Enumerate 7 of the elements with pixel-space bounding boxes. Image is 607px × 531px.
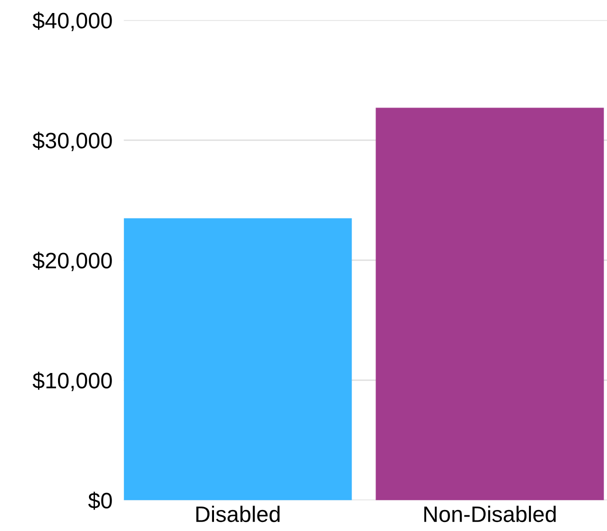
x-tick-label: Non-Disabled (424, 506, 556, 522)
y-tick-label: $10,000 (32, 372, 112, 392)
y-tick-label: $20,000 (32, 252, 112, 272)
x-tick-label: Disabled (196, 506, 280, 522)
y-tick-label: $30,000 (32, 132, 112, 152)
y-tick-label: $40,000 (32, 12, 112, 32)
y-tick-label: $0 (88, 492, 112, 510)
